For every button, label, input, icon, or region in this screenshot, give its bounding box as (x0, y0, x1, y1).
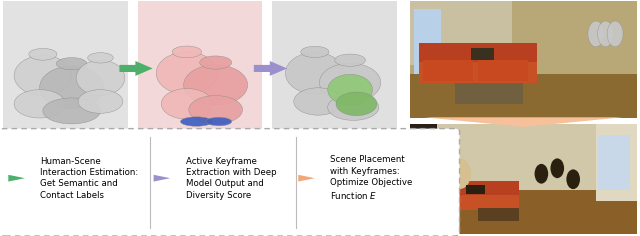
Ellipse shape (156, 52, 218, 94)
Ellipse shape (206, 117, 232, 126)
Ellipse shape (180, 117, 212, 126)
Ellipse shape (448, 158, 471, 189)
Ellipse shape (14, 55, 72, 96)
Ellipse shape (598, 21, 614, 47)
Bar (419, 50, 537, 83)
Ellipse shape (88, 53, 113, 63)
FancyArrow shape (254, 61, 287, 76)
Ellipse shape (285, 52, 344, 94)
Ellipse shape (294, 88, 342, 115)
Bar (410, 124, 637, 234)
Text: Scene Placement
with Keyframes:
Optimize Objective
Function $E$: Scene Placement with Keyframes: Optimize… (330, 155, 413, 201)
Ellipse shape (43, 98, 100, 124)
Bar (410, 1, 637, 118)
FancyBboxPatch shape (0, 129, 460, 236)
Ellipse shape (301, 46, 329, 58)
Bar (433, 181, 518, 195)
Ellipse shape (76, 60, 125, 96)
Text: Human-Scene
Interaction Estimation:
Get Semantic and
Contact Labels: Human-Scene Interaction Estimation: Get … (40, 156, 139, 200)
Bar (410, 124, 637, 234)
Bar (423, 60, 473, 81)
Bar (433, 186, 518, 210)
Ellipse shape (14, 90, 65, 118)
Bar (410, 74, 637, 118)
Ellipse shape (200, 56, 232, 69)
Bar (596, 124, 637, 201)
Polygon shape (8, 175, 25, 181)
Bar (410, 124, 437, 201)
Bar (478, 208, 518, 221)
Bar (410, 1, 512, 65)
Ellipse shape (184, 65, 248, 105)
Ellipse shape (29, 48, 57, 60)
Ellipse shape (607, 21, 623, 47)
Bar (598, 135, 630, 190)
Ellipse shape (534, 164, 548, 184)
Ellipse shape (328, 74, 372, 105)
Bar (138, 1, 262, 133)
Ellipse shape (566, 169, 580, 189)
Bar (455, 83, 524, 104)
Ellipse shape (550, 158, 564, 178)
Ellipse shape (161, 88, 212, 119)
Bar (478, 60, 528, 81)
Bar (467, 185, 484, 194)
Ellipse shape (335, 54, 365, 66)
Ellipse shape (336, 92, 377, 116)
Bar (3, 1, 128, 133)
Bar (414, 9, 442, 74)
Ellipse shape (172, 46, 202, 58)
Ellipse shape (56, 58, 87, 70)
Ellipse shape (40, 66, 104, 109)
Ellipse shape (588, 21, 604, 47)
Polygon shape (298, 175, 315, 181)
Ellipse shape (189, 96, 243, 124)
Ellipse shape (328, 94, 379, 120)
Ellipse shape (319, 63, 381, 102)
Ellipse shape (78, 90, 123, 113)
Polygon shape (424, 117, 623, 127)
FancyArrow shape (120, 61, 153, 76)
Polygon shape (154, 175, 170, 181)
Bar (410, 124, 637, 190)
Bar (419, 43, 537, 62)
Bar (410, 1, 637, 118)
Bar (471, 48, 493, 59)
Bar (272, 1, 397, 133)
Text: Active Keyframe
Extraction with Deep
Model Output and
Diversity Score: Active Keyframe Extraction with Deep Mod… (186, 156, 276, 200)
